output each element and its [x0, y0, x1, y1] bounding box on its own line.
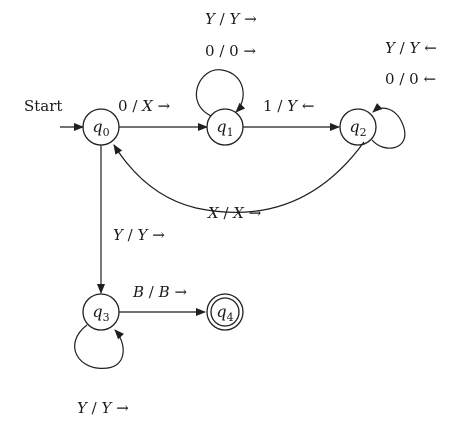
state-q3: q3: [82, 293, 120, 331]
svg-text:Y / Y →: Y / Y →: [77, 399, 129, 417]
start-label: Start: [24, 97, 62, 115]
label-q3-q4: B / B →: [132, 283, 187, 301]
svg-text:q0: q0: [92, 117, 109, 139]
svg-text:q3: q3: [92, 302, 109, 324]
loop-q3: [74, 324, 125, 369]
state-q0: q0: [82, 108, 120, 146]
state-q4: q4: [206, 293, 244, 331]
svg-text:B / B →: B / B →: [132, 283, 187, 301]
label-q3-loop: Y / Y →: [77, 399, 129, 417]
edge-q2-q0: [113, 141, 365, 213]
label-q0-q1: 0 / X →: [118, 97, 171, 115]
label-q1-loop-Y: Y / Y →: [205, 10, 257, 28]
label-q2-q0: X / X →: [207, 204, 262, 222]
svg-text:Y / Y ←: Y / Y ←: [385, 39, 437, 57]
svg-text:0 / 0 →: 0 / 0 →: [205, 42, 256, 60]
loop-q2: [371, 103, 406, 149]
svg-text:X / X →: X / X →: [207, 204, 262, 222]
loop-q1: [195, 69, 246, 117]
svg-text:1 / Y ←: 1 / Y ←: [263, 97, 314, 115]
label-q0-q3: Y / Y →: [113, 226, 165, 244]
svg-text:q2: q2: [349, 117, 366, 139]
label-q1-q2: 1 / Y ←: [263, 97, 314, 115]
label-q2-loop-Y: Y / Y ←: [385, 39, 437, 57]
svg-text:Y / Y →: Y / Y →: [205, 10, 257, 28]
svg-text:q4: q4: [216, 302, 233, 324]
label-q2-loop-0: 0 / 0 ←: [385, 70, 436, 88]
svg-text:0 / 0 ←: 0 / 0 ←: [385, 70, 436, 88]
state-q2: q2: [339, 108, 377, 146]
svg-text:q1: q1: [216, 117, 233, 139]
svg-text:Y / Y →: Y / Y →: [113, 226, 165, 244]
svg-text:0 / X →: 0 / X →: [118, 97, 171, 115]
state-q1: q1: [206, 108, 244, 146]
label-q1-loop-0: 0 / 0 →: [205, 42, 256, 60]
